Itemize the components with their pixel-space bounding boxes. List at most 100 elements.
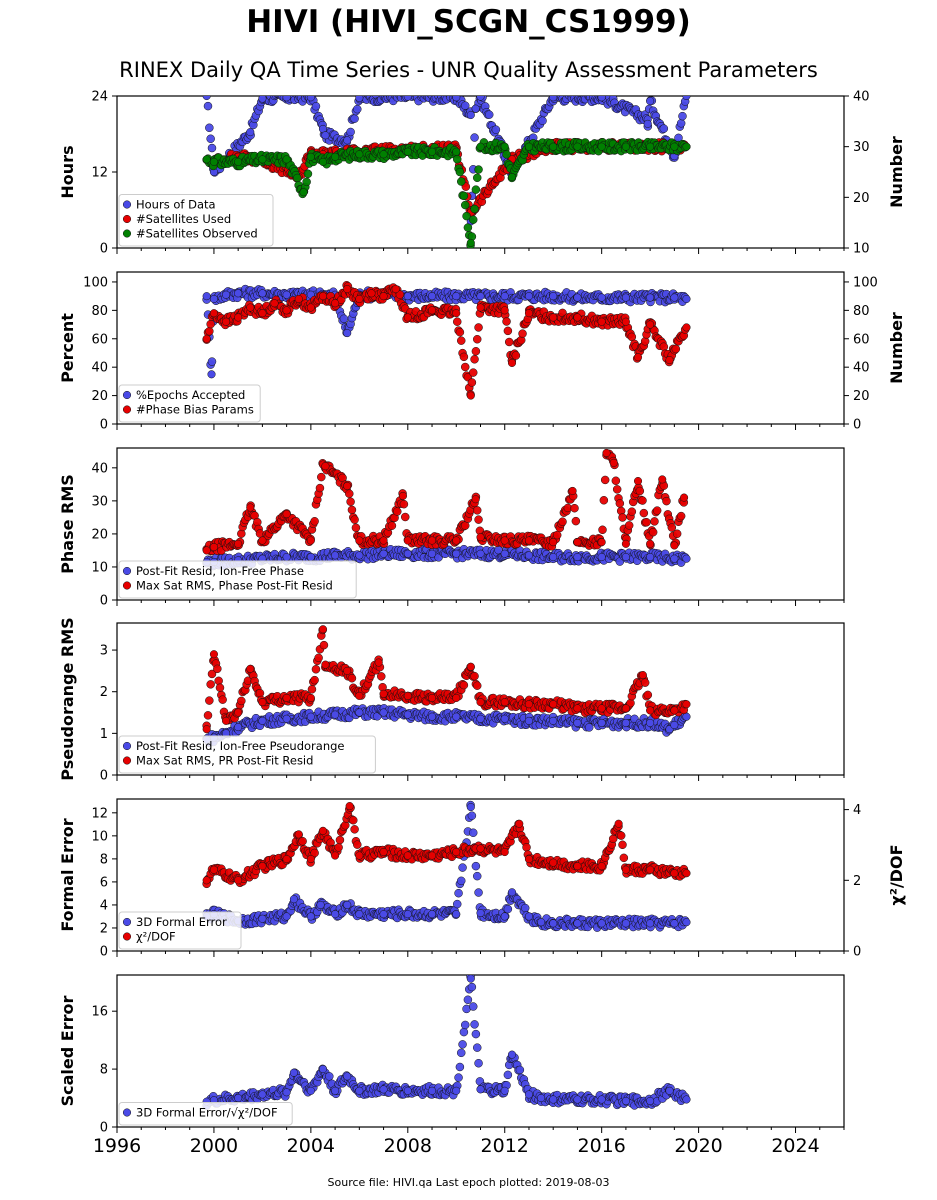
series-point — [325, 1072, 334, 1081]
series-point — [682, 1095, 691, 1104]
series-point — [611, 476, 621, 486]
y2-tick-label: 40 — [853, 361, 870, 376]
series-point — [331, 910, 340, 919]
series-point — [467, 378, 477, 387]
series-point — [682, 869, 691, 878]
series-point — [452, 549, 461, 558]
series-point — [399, 499, 409, 509]
series-point — [452, 712, 461, 721]
series-point — [316, 900, 325, 909]
series-point — [670, 554, 679, 563]
y-tick-label: 0 — [100, 242, 108, 257]
legend-entry: Post-Fit Resid, Ion-Free Pseudorange — [136, 739, 344, 753]
series-point — [452, 847, 461, 857]
series-point — [621, 552, 630, 562]
series-point — [246, 303, 255, 312]
series-point — [470, 133, 479, 142]
x-tick-label: 2020 — [674, 1135, 722, 1157]
series-point — [289, 1068, 298, 1077]
series-point — [234, 723, 243, 732]
series-point — [676, 119, 686, 128]
series-point — [573, 919, 582, 928]
y-tick-label: 20 — [91, 527, 108, 542]
series-point — [311, 101, 321, 111]
series-point — [209, 294, 218, 304]
data-points — [202, 975, 691, 1110]
series-point — [427, 147, 437, 156]
series-point — [549, 292, 558, 301]
series-point — [355, 1086, 364, 1095]
series-point — [614, 819, 623, 828]
legend-entry: #Satellites Observed — [136, 227, 258, 241]
series-point — [270, 299, 279, 308]
series-point — [222, 317, 231, 326]
series-point — [456, 1048, 466, 1058]
series-point — [507, 173, 517, 182]
series-point — [680, 493, 689, 502]
series-point — [204, 96, 209, 97]
series-point — [549, 858, 558, 867]
series-point — [379, 536, 388, 545]
series-point — [307, 685, 317, 694]
series-point — [476, 714, 485, 723]
series-point — [468, 828, 478, 837]
series-point — [466, 391, 475, 400]
series-point — [317, 472, 326, 482]
series-point — [206, 134, 215, 144]
series-point — [502, 150, 511, 159]
series-point — [379, 150, 388, 159]
series-point — [331, 152, 340, 161]
series-point — [452, 899, 462, 909]
x-tick-label: 2008 — [384, 1135, 432, 1157]
y-tick-label: 16 — [91, 1005, 108, 1020]
series-point — [321, 660, 330, 669]
series-point — [207, 669, 217, 679]
series-point — [463, 995, 473, 1005]
series-point — [474, 888, 483, 897]
series-point — [318, 157, 328, 166]
y-tick-label: 10 — [91, 560, 108, 575]
series-point — [427, 306, 437, 315]
series-point — [558, 517, 567, 526]
series-point — [258, 309, 267, 318]
series-point — [306, 1086, 315, 1095]
legend-marker — [122, 932, 132, 941]
series-point — [549, 700, 558, 709]
series-point — [202, 96, 211, 101]
series-point — [343, 1072, 352, 1081]
series-point — [646, 865, 655, 874]
series-point — [427, 292, 437, 301]
series-point — [452, 317, 462, 326]
series-point — [403, 96, 412, 101]
series-point — [627, 507, 637, 516]
series-point — [638, 496, 647, 505]
legend-marker — [122, 390, 132, 400]
series-point — [314, 653, 323, 663]
series-point — [538, 116, 547, 126]
series-point — [403, 691, 412, 700]
legend-box — [118, 384, 261, 423]
series-point — [452, 147, 461, 156]
series-point — [387, 521, 397, 530]
series-point — [500, 306, 509, 315]
y2-axis-label: Number — [887, 312, 906, 384]
y-tick-label: 0 — [100, 945, 108, 960]
series-point — [549, 96, 558, 102]
series-point — [573, 862, 582, 871]
series-point — [367, 289, 376, 298]
series-point — [650, 517, 659, 526]
series-point — [621, 704, 630, 713]
series-point — [621, 293, 630, 302]
series-point — [470, 671, 479, 681]
series-point — [471, 495, 480, 504]
series-point — [524, 309, 534, 318]
series-point — [500, 1086, 509, 1095]
series-point — [343, 136, 352, 145]
series-point — [258, 1090, 267, 1099]
series-point — [456, 876, 466, 886]
series-point — [355, 691, 364, 700]
series-point — [403, 549, 412, 558]
